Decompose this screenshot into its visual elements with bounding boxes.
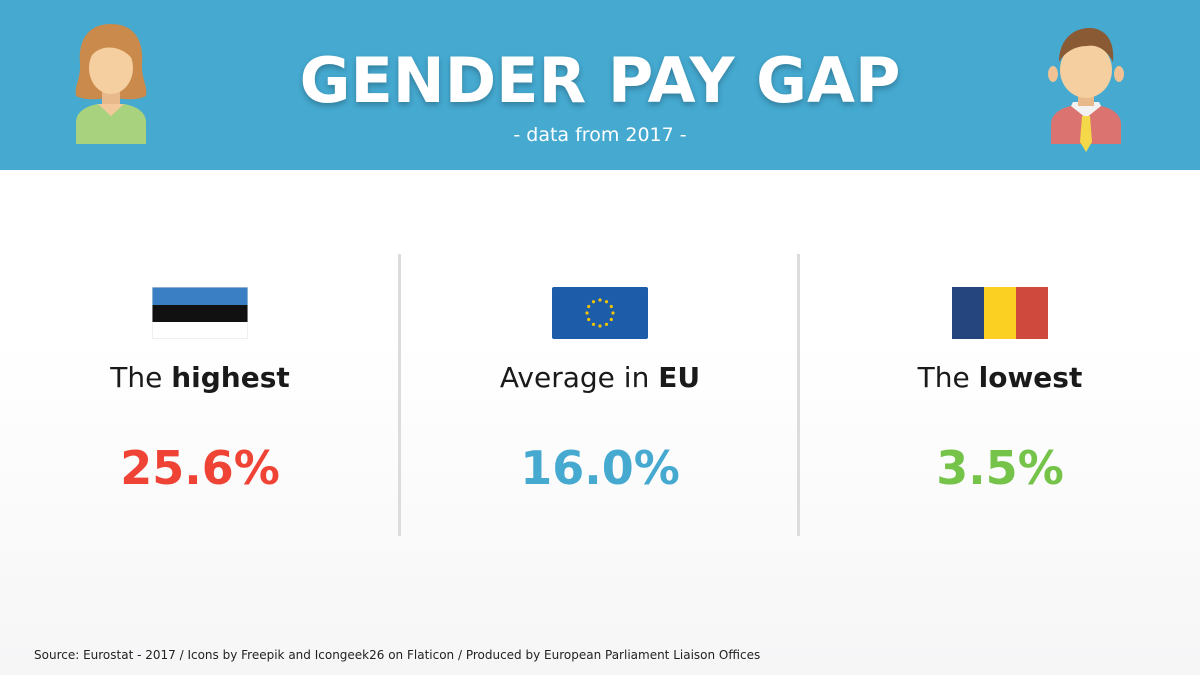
- stat-label-prefix: The: [110, 361, 172, 394]
- stat-label-prefix: The: [917, 361, 979, 394]
- estonia-flag-icon: [152, 287, 248, 339]
- man-avatar-icon: [1048, 28, 1124, 152]
- page-subtitle: - data from 2017 -: [513, 124, 687, 146]
- woman-avatar-icon: [75, 24, 147, 144]
- stat-eu-average: Average in EU 16.0%: [400, 287, 800, 527]
- header-banner: GENDER PAY GAP - data from 2017 -: [0, 0, 1200, 170]
- stat-lowest: The lowest 3.5%: [800, 287, 1200, 527]
- stat-label-emphasis: lowest: [978, 361, 1083, 394]
- stat-value: 3.5%: [936, 441, 1064, 495]
- stat-label: The highest: [0, 361, 400, 394]
- stat-label: Average in EU: [400, 361, 800, 394]
- column-divider: [797, 254, 800, 536]
- stat-label-prefix: Average in: [499, 361, 659, 394]
- stat-value: 25.6%: [120, 441, 280, 495]
- stat-label-emphasis: highest: [171, 361, 290, 394]
- source-credits: Source: Eurostat - 2017 / Icons by Freep…: [34, 648, 761, 662]
- stat-highest: The highest 25.6%: [0, 287, 400, 527]
- eu-flag-icon: [552, 287, 648, 339]
- page-title: GENDER PAY GAP: [299, 44, 901, 117]
- stat-label: The lowest: [800, 361, 1200, 394]
- column-divider: [398, 254, 401, 536]
- stat-value: 16.0%: [520, 441, 680, 495]
- stat-label-emphasis: EU: [658, 361, 701, 394]
- romania-flag-icon: [952, 287, 1048, 339]
